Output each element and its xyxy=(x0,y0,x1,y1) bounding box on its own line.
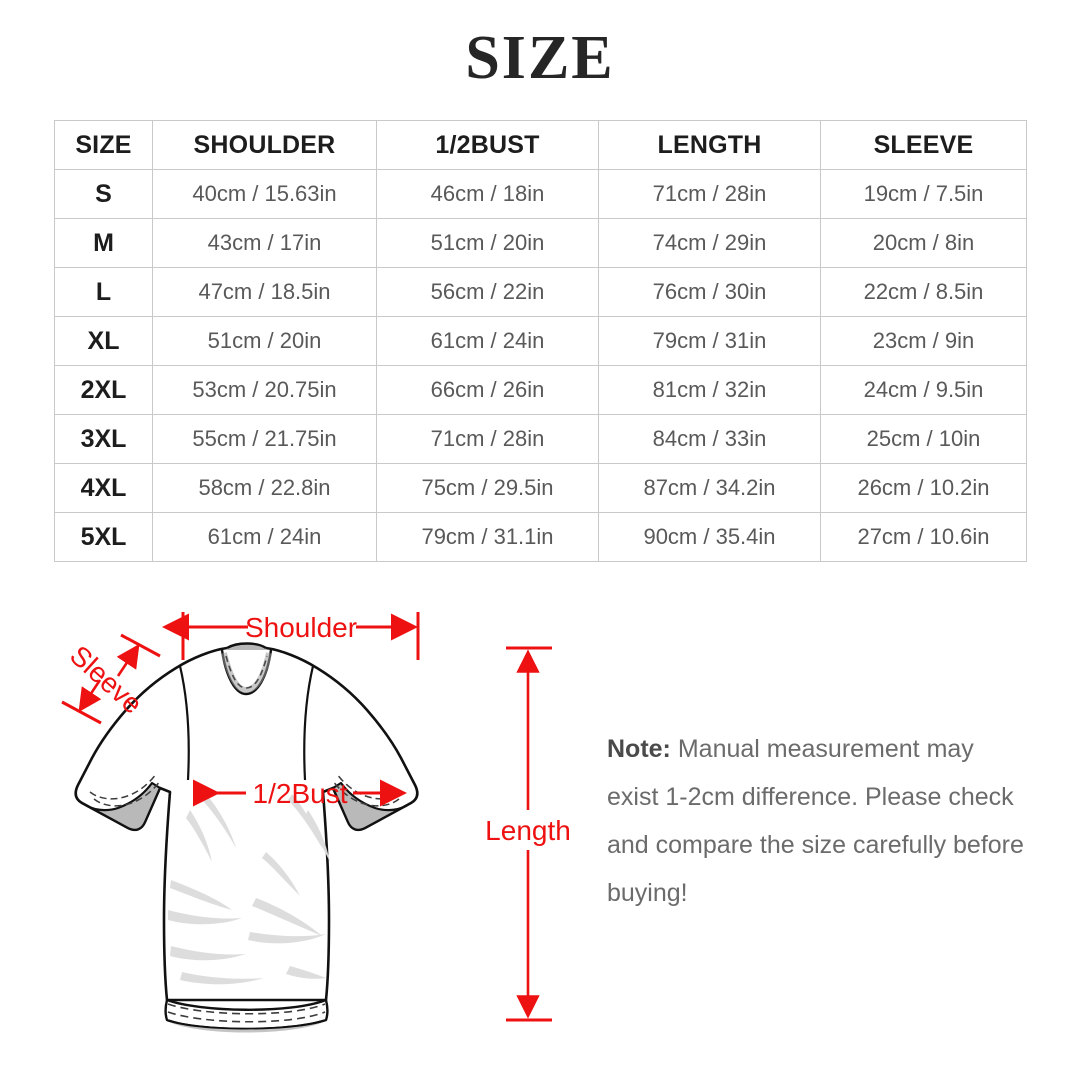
note-label: Note: xyxy=(607,735,671,763)
cell-length: 71cm / 28in xyxy=(598,169,821,219)
cell-shoulder: 55cm / 21.75in xyxy=(152,414,377,464)
table-row: 4XL 58cm / 22.8in 75cm / 29.5in 87cm / 3… xyxy=(54,463,1027,513)
cell-sleeve: 24cm / 9.5in xyxy=(820,365,1027,415)
cell-bust: 79cm / 31.1in xyxy=(376,512,599,562)
cell-size: 2XL xyxy=(54,365,153,415)
column-header-bust: 1/2BUST xyxy=(376,120,599,170)
cell-shoulder: 43cm / 17in xyxy=(152,218,377,268)
size-chart-table-container: SIZE SHOULDER 1/2BUST LENGTH SLEEVE S 40… xyxy=(54,120,1027,562)
table-row: M 43cm / 17in 51cm / 20in 74cm / 29in 20… xyxy=(54,218,1027,268)
cell-sleeve: 25cm / 10in xyxy=(820,414,1027,464)
cell-bust: 51cm / 20in xyxy=(376,218,599,268)
table-row: 3XL 55cm / 21.75in 71cm / 28in 84cm / 33… xyxy=(54,414,1027,464)
cell-length: 84cm / 33in xyxy=(598,414,821,464)
cell-bust: 61cm / 24in xyxy=(376,316,599,366)
cell-shoulder: 53cm / 20.75in xyxy=(152,365,377,415)
table-row: 5XL 61cm / 24in 79cm / 31.1in 90cm / 35.… xyxy=(54,512,1027,562)
cell-size: XL xyxy=(54,316,153,366)
cell-length: 79cm / 31in xyxy=(598,316,821,366)
cell-size: 3XL xyxy=(54,414,153,464)
cell-sleeve: 19cm / 7.5in xyxy=(820,169,1027,219)
cell-size: S xyxy=(54,169,153,219)
table-row: 2XL 53cm / 20.75in 66cm / 26in 81cm / 32… xyxy=(54,365,1027,415)
cell-sleeve: 23cm / 9in xyxy=(820,316,1027,366)
column-header-sleeve: SLEEVE xyxy=(820,120,1027,170)
note-text: Manual measurement may exist 1-2cm diffe… xyxy=(607,735,1024,907)
table-row: S 40cm / 15.63in 46cm / 18in 71cm / 28in… xyxy=(54,169,1027,219)
cell-shoulder: 40cm / 15.63in xyxy=(152,169,377,219)
cell-sleeve: 27cm / 10.6in xyxy=(820,512,1027,562)
cell-length: 90cm / 35.4in xyxy=(598,512,821,562)
cell-bust: 66cm / 26in xyxy=(376,365,599,415)
cell-shoulder: 51cm / 20in xyxy=(152,316,377,366)
tshirt-illustration xyxy=(74,642,419,1033)
column-header-shoulder: SHOULDER xyxy=(152,120,377,170)
table-header-row: SIZE SHOULDER 1/2BUST LENGTH SLEEVE xyxy=(54,120,1027,170)
cell-sleeve: 20cm / 8in xyxy=(820,218,1027,268)
table-row: XL 51cm / 20in 61cm / 24in 79cm / 31in 2… xyxy=(54,316,1027,366)
cell-length: 76cm / 30in xyxy=(598,267,821,317)
cell-bust: 71cm / 28in xyxy=(376,414,599,464)
cell-size: L xyxy=(54,267,153,317)
note-block: Note: Manual measurement may exist 1-2cm… xyxy=(607,725,1025,917)
size-chart-table: SIZE SHOULDER 1/2BUST LENGTH SLEEVE S 40… xyxy=(54,120,1027,562)
cell-bust: 75cm / 29.5in xyxy=(376,463,599,513)
column-header-length: LENGTH xyxy=(598,120,821,170)
cell-length: 81cm / 32in xyxy=(598,365,821,415)
page-title: SIZE xyxy=(465,24,615,92)
table-row: L 47cm / 18.5in 56cm / 22in 76cm / 30in … xyxy=(54,267,1027,317)
cell-shoulder: 61cm / 24in xyxy=(152,512,377,562)
cell-sleeve: 26cm / 10.2in xyxy=(820,463,1027,513)
cell-bust: 56cm / 22in xyxy=(376,267,599,317)
cell-size: M xyxy=(54,218,153,268)
cell-size: 5XL xyxy=(54,512,153,562)
cell-shoulder: 47cm / 18.5in xyxy=(152,267,377,317)
column-header-size: SIZE xyxy=(54,120,153,170)
cell-bust: 46cm / 18in xyxy=(376,169,599,219)
cell-length: 87cm / 34.2in xyxy=(598,463,821,513)
cell-length: 74cm / 29in xyxy=(598,218,821,268)
cell-size: 4XL xyxy=(54,463,153,513)
cell-shoulder: 58cm / 22.8in xyxy=(152,463,377,513)
cell-sleeve: 22cm / 8.5in xyxy=(820,267,1027,317)
